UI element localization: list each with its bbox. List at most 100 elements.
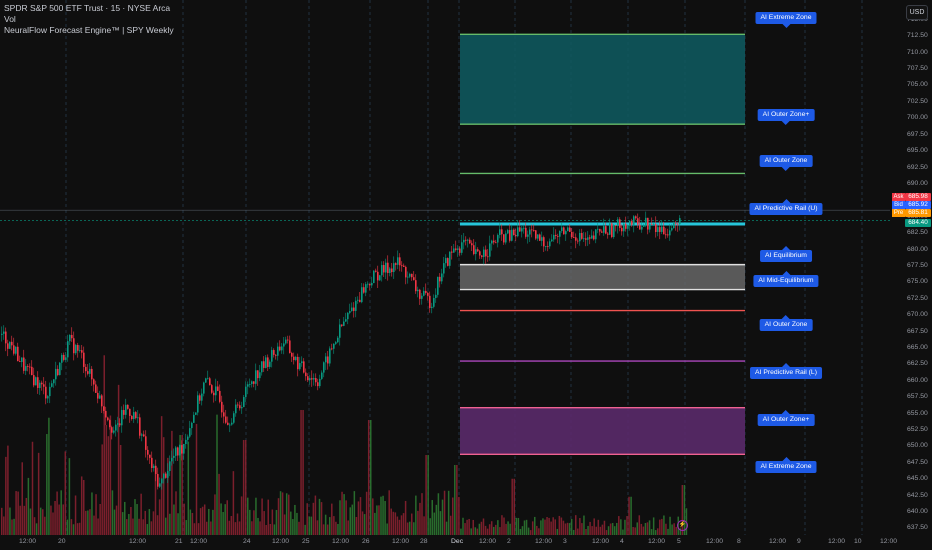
candle-body — [141, 434, 143, 436]
volume-bar — [665, 523, 667, 535]
price-tick: 667.50 — [907, 327, 928, 335]
alert-icon[interactable]: ⚡ — [677, 520, 688, 531]
candle-body — [335, 342, 337, 344]
candle-body — [177, 447, 179, 456]
volume-bar — [603, 520, 606, 535]
volume-bar — [19, 505, 21, 535]
volume-bar — [91, 492, 93, 535]
volume-bar — [460, 528, 462, 535]
candle-body — [385, 262, 387, 273]
candle-body — [319, 378, 321, 387]
candle-body — [673, 223, 675, 229]
volume-bar — [185, 520, 187, 535]
candle-body — [471, 243, 473, 246]
candle-body — [189, 428, 191, 437]
candle-body — [111, 427, 113, 433]
volume-bar — [585, 528, 587, 535]
price-tick: 647.50 — [907, 458, 928, 466]
volume-bar — [115, 505, 118, 535]
candle-body — [495, 242, 497, 244]
price-tick: 670.00 — [907, 311, 928, 319]
zone-label: AI Outer Zone+ — [757, 109, 815, 125]
volume-bar — [210, 521, 212, 535]
volume-bar — [392, 511, 395, 535]
volume-bar — [146, 524, 149, 535]
volume-bar — [581, 523, 583, 535]
price-tick: 642.50 — [907, 491, 928, 499]
volume-bar — [265, 524, 267, 535]
candle-body — [393, 263, 395, 273]
candle-body — [299, 363, 301, 370]
indicator-legend[interactable]: NeuralFlow Forecast Engine™ | SPY Weekly — [4, 25, 174, 35]
volume-bar — [355, 516, 358, 535]
volume-bar — [529, 530, 532, 535]
volume-bar — [85, 510, 87, 535]
symbol-title[interactable]: SPDR S&P 500 ETF Trust · 15 · NYSE Arca — [4, 3, 171, 13]
volume-bar — [464, 523, 466, 535]
volume-bar — [648, 520, 651, 535]
candle-body — [309, 378, 311, 381]
volume-bar — [187, 441, 190, 535]
volume-bar — [203, 504, 206, 535]
candle-body — [225, 416, 227, 423]
candle-body — [209, 378, 211, 386]
candle-body — [301, 361, 303, 364]
volume-legend[interactable]: Vol — [4, 14, 16, 24]
volume-bar — [329, 517, 331, 535]
volume-bar — [593, 518, 595, 535]
volume-bar — [31, 441, 34, 535]
time-tick: 12:00 — [706, 538, 724, 545]
candle-body — [521, 228, 523, 232]
candle-body — [315, 378, 317, 383]
volume-bar — [306, 503, 308, 535]
volume-bar — [230, 516, 233, 535]
candle-body — [69, 334, 71, 342]
volume-bar — [25, 497, 28, 535]
chart-legend: SPDR S&P 500 ETF Trust · 15 · NYSE Arca … — [4, 3, 174, 36]
candle-body — [39, 382, 41, 388]
volume-bar — [109, 415, 112, 535]
candle-body — [327, 356, 329, 364]
volume-bar — [312, 502, 315, 535]
candle-body — [649, 224, 651, 230]
candle-body — [219, 390, 221, 402]
volume-bar — [273, 524, 276, 535]
candle-body — [197, 395, 199, 413]
volume-bar — [556, 528, 559, 535]
candle-body — [525, 227, 527, 237]
candle-body — [567, 227, 569, 232]
volume-bar — [394, 512, 397, 535]
volume-bar — [249, 509, 251, 535]
volume-bar — [238, 521, 241, 535]
volume-bar — [285, 493, 288, 535]
volume-bar — [659, 519, 661, 535]
price-tick: 705.00 — [907, 81, 928, 89]
volume-bar — [68, 458, 71, 535]
volume-bar — [579, 518, 581, 535]
volume-bar — [642, 526, 645, 535]
volume-bar — [589, 521, 591, 535]
volume-bar — [370, 420, 372, 535]
candle-body — [599, 228, 601, 232]
candle-body — [45, 386, 47, 399]
volume-bar — [128, 513, 130, 535]
candle-body — [337, 337, 339, 343]
volume-bar — [142, 519, 144, 535]
candle-body — [203, 382, 205, 394]
candle-body — [573, 237, 575, 239]
volume-bar — [509, 523, 511, 535]
currency-button[interactable]: USD — [906, 5, 928, 20]
volume-bar — [339, 500, 341, 535]
volume-bar — [480, 521, 483, 535]
volume-bar — [378, 505, 380, 535]
candle-body — [59, 362, 61, 376]
candle-body — [539, 234, 541, 241]
volume-bar — [335, 521, 337, 535]
candle-body — [493, 240, 495, 243]
candle-body — [227, 422, 229, 425]
candle-body — [167, 470, 169, 478]
volume-bar — [503, 517, 505, 535]
time-tick: 12:00 — [190, 538, 208, 545]
